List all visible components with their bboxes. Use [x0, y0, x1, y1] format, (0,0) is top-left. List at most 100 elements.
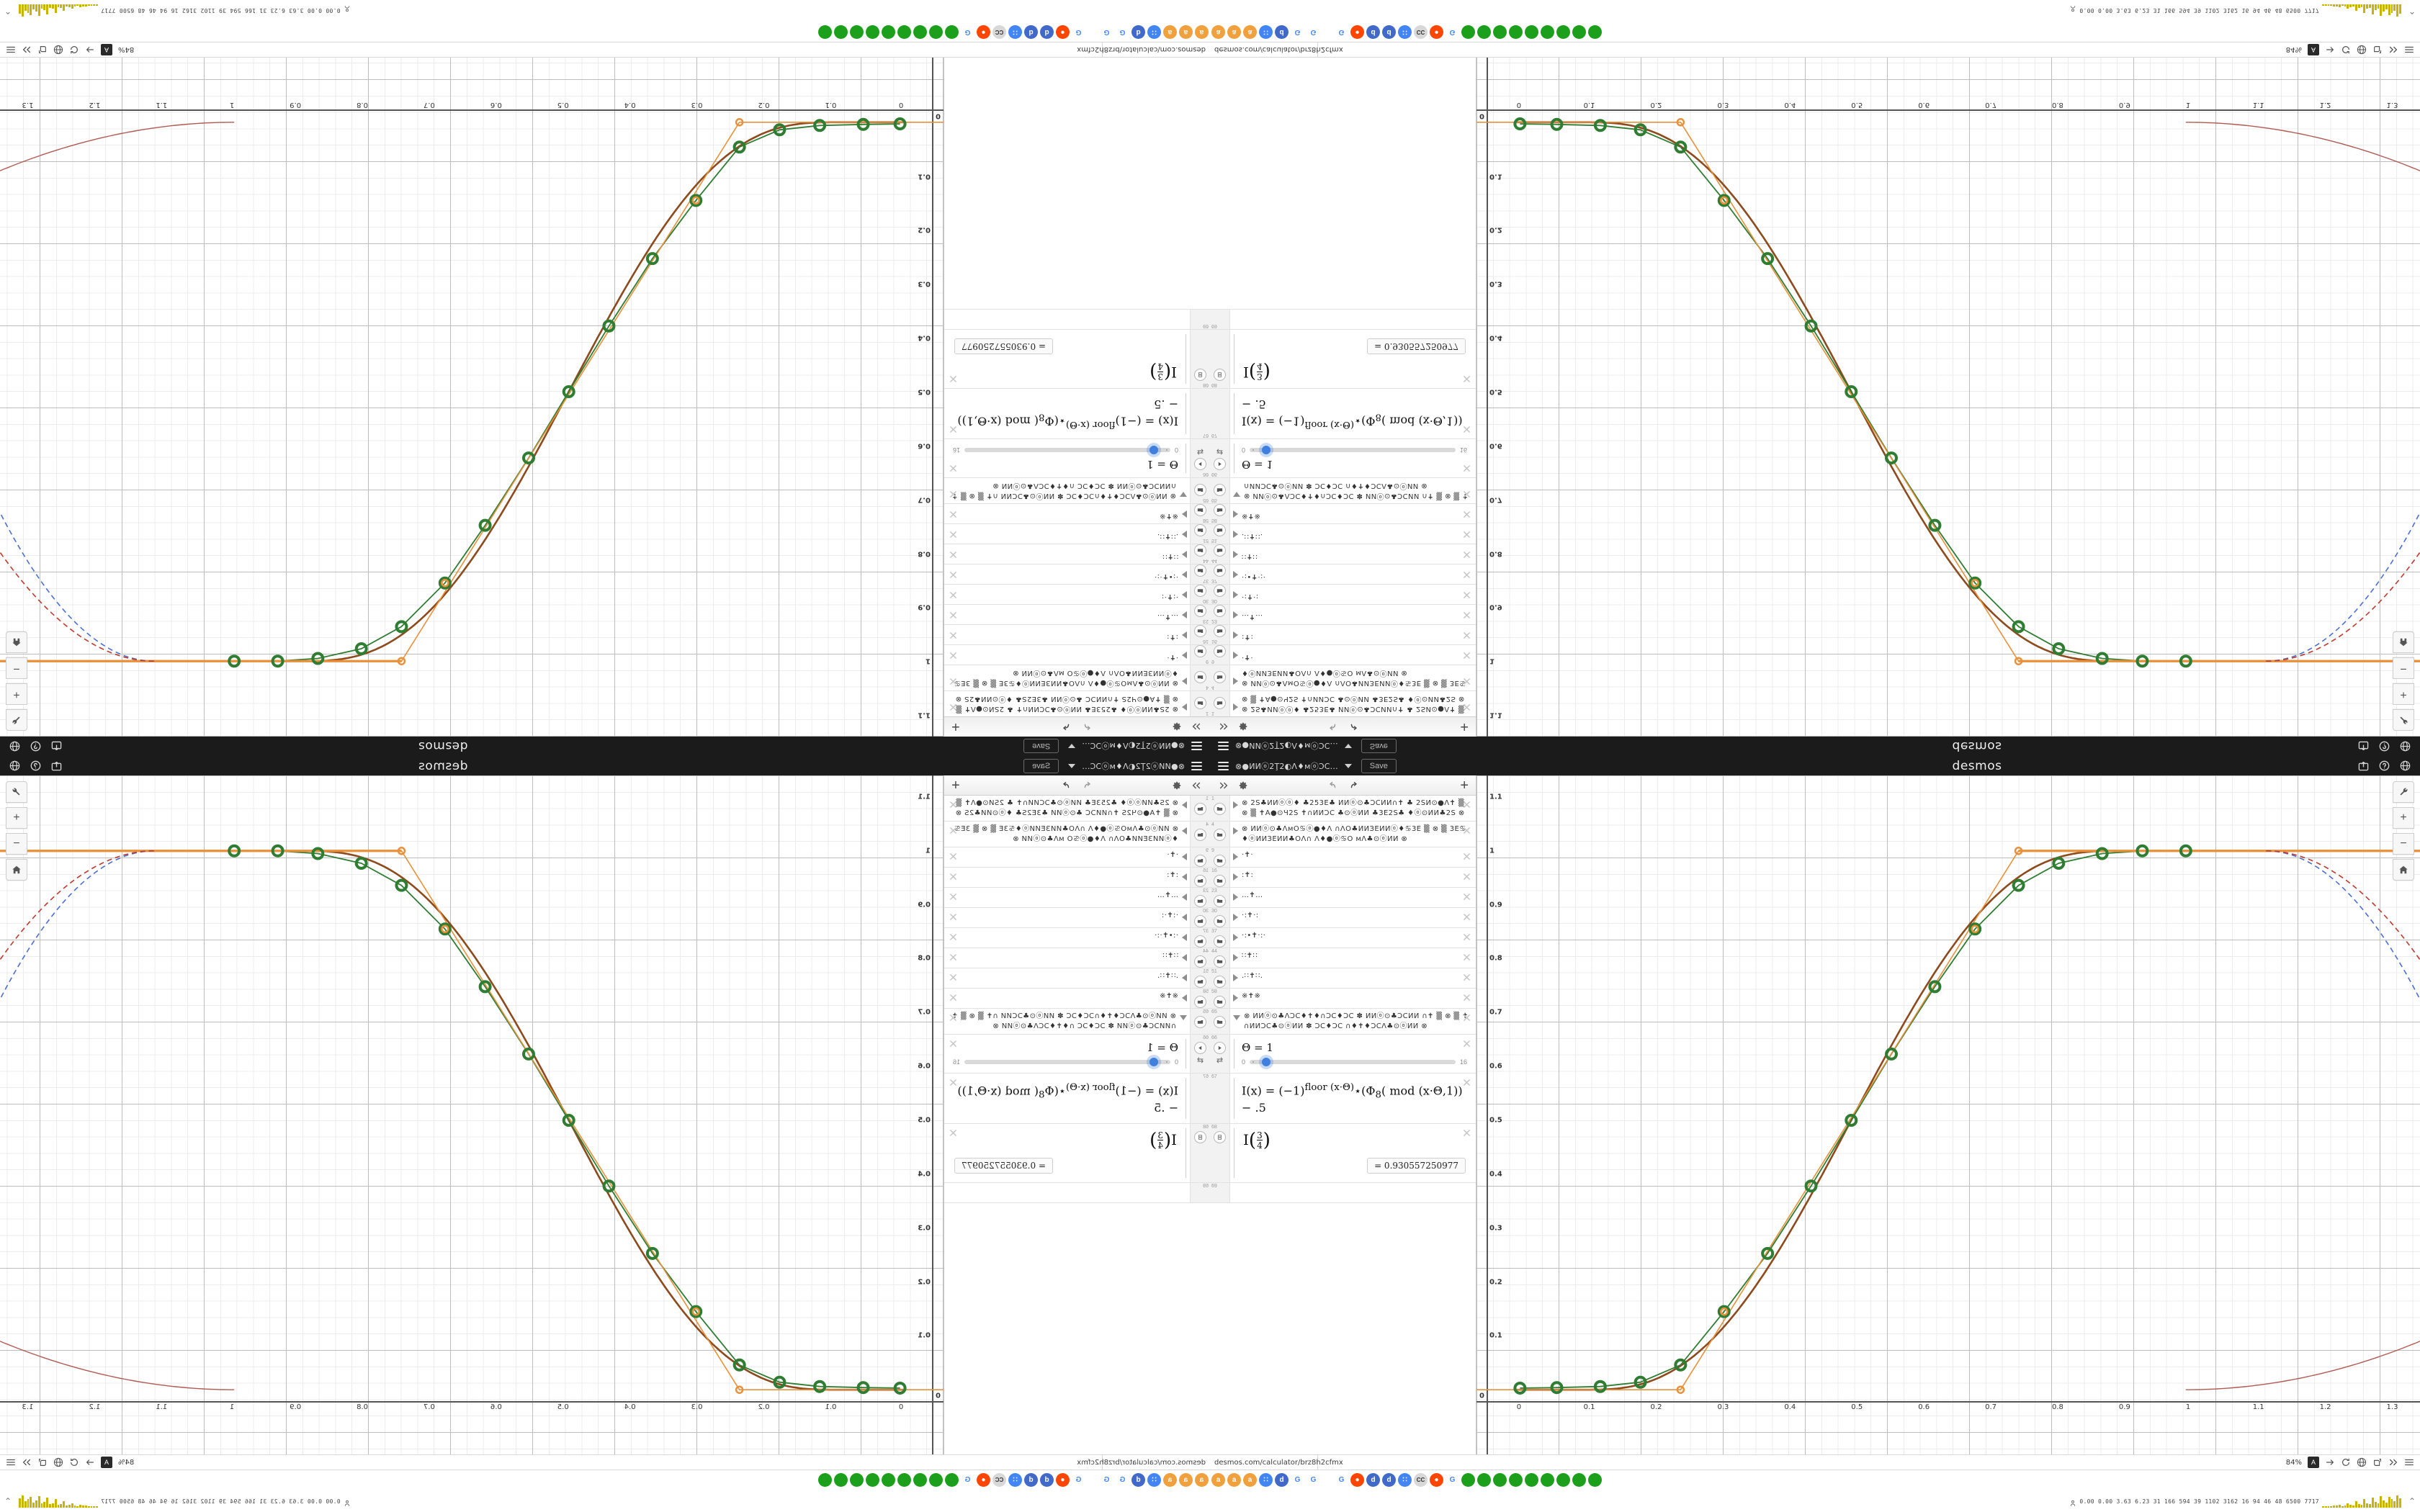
- home-button[interactable]: [6, 859, 27, 881]
- data-point-marker[interactable]: [354, 642, 368, 656]
- bookmark-reddit-1[interactable]: ●: [1350, 1472, 1364, 1487]
- expression-row[interactable]: 1 ⊗ 2S♣ИИⓞⓞ♦ ♣253Ε♣ ИИⓞ⊙♣ƆCИИ∩✝ ♣ 2SИ⊙●Λ✝…: [1210, 690, 1476, 716]
- data-point-marker[interactable]: [438, 922, 452, 936]
- expression-row[interactable]: 30 ·:✝·:: [1210, 584, 1476, 604]
- folder-icon[interactable]: [1194, 935, 1206, 948]
- bookmark-google-1[interactable]: G: [1291, 1472, 1304, 1487]
- browser-address-bar[interactable]: desmos.com/calculator/brz8h2cfmx 84% A: [0, 1454, 1210, 1470]
- home-button[interactable]: [2393, 859, 2414, 881]
- bookmark-drive-3[interactable]: d: [1024, 25, 1038, 40]
- delete-expression-icon[interactable]: [1462, 912, 1471, 922]
- expression-row[interactable]: 51 .∷✝∷.: [1210, 968, 1476, 989]
- delete-expression-icon[interactable]: [949, 892, 958, 901]
- main-menu-icon[interactable]: [1191, 742, 1202, 751]
- expression-row[interactable]: 66 ⇄ Θ = 1 0 16: [1210, 438, 1476, 477]
- bookmark-drive-2[interactable]: d: [1040, 1472, 1054, 1487]
- expression-body[interactable]: ※✝※: [944, 989, 1190, 1008]
- bookmark-drive-2[interactable]: d: [1366, 25, 1380, 40]
- chevron-right-icon[interactable]: [1233, 551, 1238, 558]
- expression-body[interactable]: ⊗ 2S♣ИИⓞⓞ♦ ♣253Ε♣ ИИⓞ⊙♣ƆCИИ∩✝ ♣ 2SИ⊙●Λ✝ …: [1230, 691, 1476, 716]
- expression-body[interactable]: :✝:: [1230, 868, 1476, 887]
- graph-canvas[interactable]: 0 0.1 0.2 0.3 0.4 0.5 0.6 0.7 0.8 0.9 1 1.1 1.2 1.3 0…: [1476, 775, 2420, 1454]
- data-point-marker[interactable]: [1634, 1375, 1647, 1389]
- expression-row[interactable]: 16:✝:: [944, 624, 1210, 644]
- chevron-up-icon[interactable]: ⌃: [4, 1496, 12, 1506]
- help-icon[interactable]: [30, 760, 41, 771]
- expression-row[interactable]: 16:✝:: [1210, 624, 1476, 644]
- data-point-marker[interactable]: [1720, 1307, 1729, 1316]
- url-box[interactable]: desmos.com/calculator/brz8h2cfmx: [1077, 42, 1210, 57]
- share-icon[interactable]: [51, 760, 62, 771]
- zoom-out-button[interactable]: −: [6, 657, 27, 679]
- bookmark-google-2[interactable]: G: [1307, 25, 1320, 40]
- data-point-marker[interactable]: [2012, 620, 2025, 634]
- folder-icon[interactable]: [1214, 829, 1226, 841]
- expression-row[interactable]: 58 ※✝※: [1210, 989, 1476, 1009]
- data-point-marker[interactable]: [2014, 847, 2023, 855]
- bookmark-desmos-6[interactable]: [1541, 25, 1554, 40]
- expression-row[interactable]: 16:✝:: [944, 868, 1210, 888]
- bookmark-google-2[interactable]: G: [1100, 1472, 1113, 1487]
- chevron-right-icon[interactable]: [1233, 652, 1238, 659]
- data-point-marker[interactable]: [562, 385, 575, 399]
- data-point-marker[interactable]: [893, 1381, 907, 1395]
- bookmark-desmos-3[interactable]: [913, 1472, 927, 1487]
- data-point-marker[interactable]: [478, 980, 492, 994]
- play-icon[interactable]: [1214, 1042, 1226, 1054]
- forward-arrow-icon[interactable]: [2325, 45, 2335, 55]
- graph-settings-wrench-icon[interactable]: [6, 709, 27, 731]
- expression-row[interactable]: 37 ·:•✝·:·: [1210, 564, 1476, 584]
- undo-icon[interactable]: [1327, 722, 1337, 732]
- expression-body[interactable]: ⊗ 2S♣ИИⓞⓞ♦ ♣253Ε♣ ИИⓞ⊙♣ƆCИИ∩✝ ♣ 2SИ⊙●Λ✝ …: [1230, 796, 1476, 821]
- expression-body[interactable]: ·✝·: [1230, 645, 1476, 665]
- expression-row[interactable]: 67 I(x) = (−1)floor (x·Θ)⋆(Φ8( mod (x·Θ,1…: [1210, 388, 1476, 438]
- chevron-right-icon[interactable]: [1182, 510, 1187, 518]
- bookmark-reddit-2[interactable]: ●: [977, 1472, 990, 1487]
- folder-icon[interactable]: [1214, 875, 1226, 887]
- expression-row[interactable]: 9 ·✝·: [1210, 847, 1476, 868]
- graph-canvas[interactable]: 0 0.1 0.2 0.3 0.4 0.5 0.6 0.7 0.8 0.9 1 1.1 1.2 1.3 0…: [0, 58, 944, 737]
- folder-icon[interactable]: [1214, 996, 1226, 1008]
- data-point-marker[interactable]: [438, 576, 452, 590]
- expression-body[interactable]: [1230, 1183, 1476, 1202]
- bookmark-apps[interactable]: ∷: [1147, 1472, 1161, 1487]
- delete-expression-icon[interactable]: [1462, 590, 1471, 600]
- bookmark-desmos-4[interactable]: [897, 1472, 911, 1487]
- bookmark-google-1[interactable]: G: [1116, 1472, 1129, 1487]
- chevron-right-icon[interactable]: [1182, 873, 1187, 881]
- data-point-marker[interactable]: [2136, 844, 2149, 858]
- expression-row[interactable]: 16:✝:: [1210, 868, 1476, 888]
- chevron-right-icon[interactable]: [1233, 994, 1238, 1002]
- data-point-marker[interactable]: [2136, 654, 2149, 668]
- bookmark-desmos-5[interactable]: [882, 1472, 895, 1487]
- data-point-marker[interactable]: [1717, 194, 1731, 207]
- chevron-up-icon[interactable]: ⌃: [2408, 6, 2416, 16]
- chevron-right-icon[interactable]: [1182, 703, 1187, 711]
- data-point-marker[interactable]: [735, 1385, 744, 1394]
- folder-icon[interactable]: [1194, 671, 1206, 683]
- data-point-marker[interactable]: [521, 1047, 535, 1061]
- data-point-marker[interactable]: [2095, 652, 2109, 665]
- data-point-marker[interactable]: [228, 654, 241, 668]
- chevrons-icon[interactable]: [22, 1457, 32, 1467]
- bookmark-reddit-1[interactable]: ●: [1350, 25, 1364, 40]
- bookmark-google-1[interactable]: G: [1291, 25, 1304, 40]
- expression-body[interactable]: ⊗ ИИⓞ⊙♣ΛƆC♦✝♦∩ƆC♦ƆC ✽ ИИⓞ⊙♣ƆCИИ ∩✝ ▒ ⊗ ▒…: [944, 1009, 1190, 1034]
- expression-row[interactable]: 23 …✝…: [1210, 604, 1476, 624]
- expression-body[interactable]: ·:✝·:: [944, 908, 1190, 927]
- expression-body[interactable]: ·:•✝·:·: [1230, 928, 1476, 948]
- bookmark-google-4[interactable]: G: [1446, 25, 1459, 40]
- bookmark-desmos-2[interactable]: [1477, 1472, 1491, 1487]
- data-point-marker[interactable]: [1804, 319, 1818, 333]
- bookmark-amazon-3[interactable]: a: [1243, 1472, 1257, 1487]
- translate-icon[interactable]: A: [2308, 44, 2319, 55]
- add-expression-button[interactable]: +: [951, 719, 960, 735]
- bookmark-amazon-3[interactable]: a: [1163, 25, 1177, 40]
- delete-expression-icon[interactable]: [1462, 826, 1471, 835]
- expression-row[interactable]: 30 ·:✝·:: [1210, 908, 1476, 928]
- chevron-down-icon[interactable]: [1344, 763, 1352, 768]
- data-point-marker[interactable]: [311, 652, 325, 665]
- bookmark-drive[interactable]: d: [1131, 25, 1145, 40]
- data-point-marker[interactable]: [1676, 1385, 1685, 1394]
- chevron-right-icon[interactable]: [1233, 703, 1238, 711]
